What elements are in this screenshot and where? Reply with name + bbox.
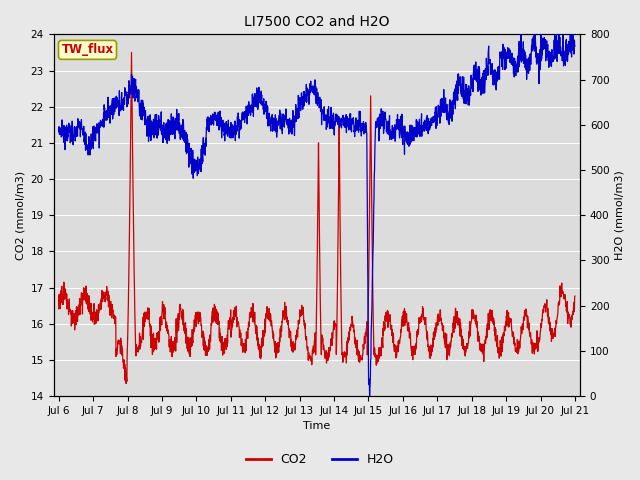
Text: TW_flux: TW_flux bbox=[61, 43, 113, 56]
Y-axis label: H2O (mmol/m3): H2O (mmol/m3) bbox=[615, 170, 625, 260]
Legend: CO2, H2O: CO2, H2O bbox=[241, 448, 399, 471]
X-axis label: Time: Time bbox=[303, 421, 330, 432]
Title: LI7500 CO2 and H2O: LI7500 CO2 and H2O bbox=[244, 15, 390, 29]
Y-axis label: CO2 (mmol/m3): CO2 (mmol/m3) bbox=[15, 171, 25, 260]
